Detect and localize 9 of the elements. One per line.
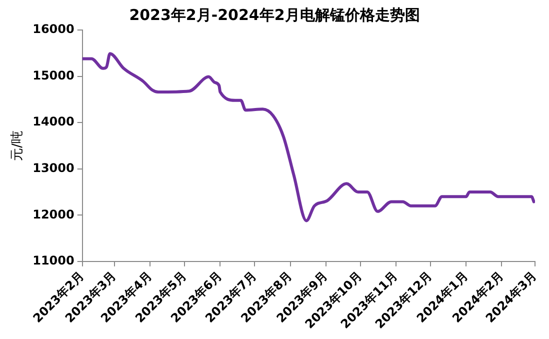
line-series [82, 52, 535, 222]
y-tick-label: 16000 [32, 22, 74, 36]
y-tick-label: 12000 [32, 207, 74, 222]
y-axis-title: 元/吨 [10, 130, 26, 161]
chart-title: 2023年2月-2024年2月电解锰价格走势图 [129, 6, 420, 24]
y-tick-label: 13000 [32, 160, 74, 175]
y-tick-label: 15000 [32, 68, 74, 82]
y-tick-label: 11000 [32, 254, 74, 268]
y-tick-label: 14000 [32, 114, 74, 129]
